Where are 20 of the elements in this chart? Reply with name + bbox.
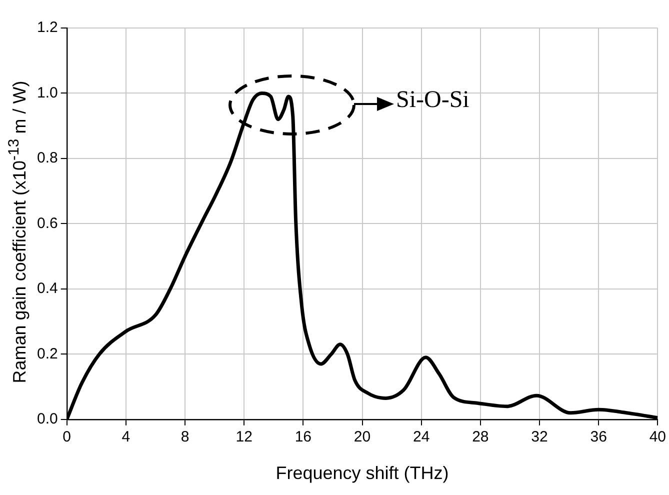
x-tick-label: 12 bbox=[236, 428, 252, 446]
x-tick-label: 28 bbox=[472, 428, 489, 446]
x-tick-label: 8 bbox=[180, 428, 190, 446]
x-axis-title: Frequency shift (THz) bbox=[276, 463, 449, 484]
y-tick-label: 1.2 bbox=[36, 19, 58, 36]
x-tick-label: 4 bbox=[122, 428, 130, 446]
x-tick-label: 32 bbox=[531, 428, 548, 446]
y-tick-label: 0.4 bbox=[36, 280, 58, 298]
y-tick-label: 0.6 bbox=[36, 214, 58, 232]
x-tick-label: 40 bbox=[649, 428, 666, 446]
y-tick-label: 0.2 bbox=[36, 345, 58, 362]
x-tick-label: 36 bbox=[590, 428, 607, 446]
y-tick-label: 1.0 bbox=[36, 84, 58, 102]
x-tick-label: 0 bbox=[62, 428, 72, 446]
annotation: Si-O-Si bbox=[396, 87, 470, 113]
x-tick-label: 16 bbox=[294, 428, 312, 446]
x-tick-label: 24 bbox=[412, 428, 430, 446]
y-tick-label: 0.0 bbox=[36, 410, 58, 428]
x-tick-label: 20 bbox=[354, 428, 371, 446]
y-tick-label: 0.8 bbox=[36, 150, 58, 167]
